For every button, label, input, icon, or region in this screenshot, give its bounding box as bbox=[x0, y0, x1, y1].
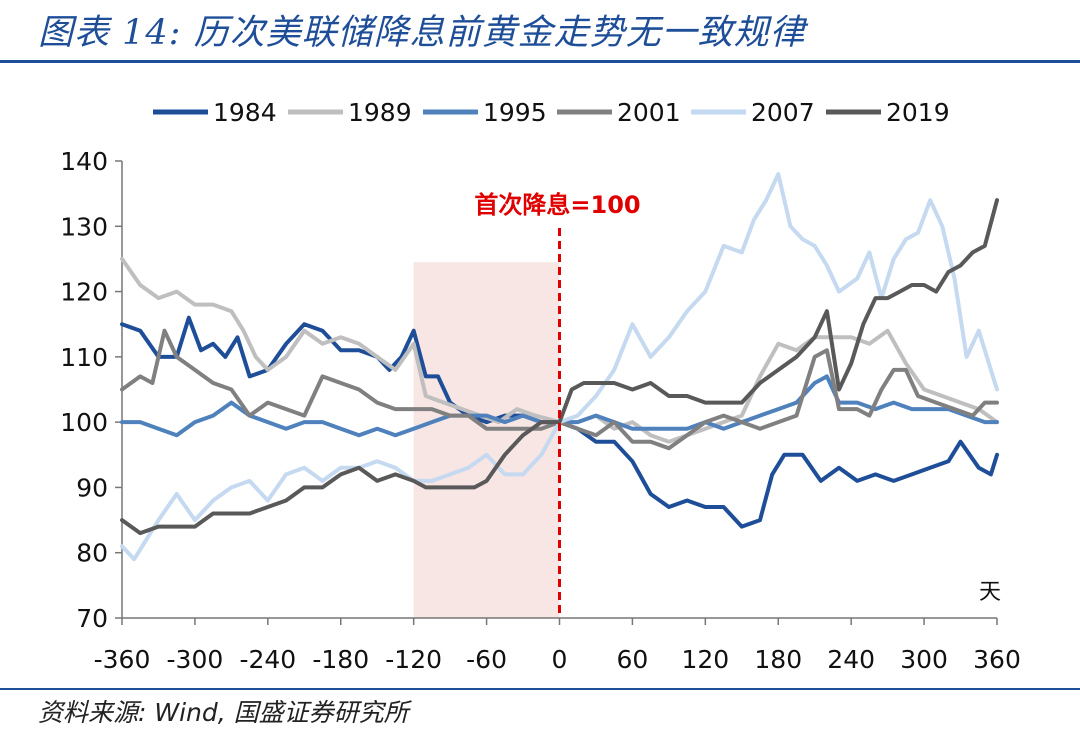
x-tick-label: 60 bbox=[617, 645, 649, 674]
y-tick-label: 110 bbox=[60, 343, 108, 372]
source-divider bbox=[0, 688, 1080, 690]
x-tick-label: -60 bbox=[466, 645, 507, 674]
y-tick-label: 140 bbox=[60, 147, 108, 176]
y-tick-label: 130 bbox=[60, 212, 108, 241]
y-tick-label: 120 bbox=[60, 278, 108, 307]
legend-label-1984: 1984 bbox=[213, 98, 277, 127]
legend-label-2001: 2001 bbox=[617, 98, 681, 127]
chart-title: 图表 14: 历次美联储降息前黄金走势无一致规律 bbox=[38, 13, 806, 53]
series-line-2019 bbox=[120, 198, 999, 536]
y-tick-label: 100 bbox=[60, 408, 108, 437]
x-tick-label: -240 bbox=[239, 645, 296, 674]
series-line-2001 bbox=[120, 328, 999, 451]
x-tick-label: 240 bbox=[827, 645, 875, 674]
x-tick-label: -300 bbox=[167, 645, 224, 674]
x-tick-label: 0 bbox=[552, 645, 568, 674]
x-axis-unit: 天 bbox=[979, 580, 1001, 605]
y-tick-label: 80 bbox=[76, 539, 108, 568]
x-tick-label: 120 bbox=[681, 645, 729, 674]
x-tick-label: 300 bbox=[900, 645, 948, 674]
legend-label-2007: 2007 bbox=[751, 98, 815, 127]
legend-label-2019: 2019 bbox=[886, 98, 950, 127]
first-cut-annotation: 首次降息=100 bbox=[474, 191, 640, 219]
legend-label-1995: 1995 bbox=[483, 98, 547, 127]
legend-label-1989: 1989 bbox=[348, 98, 412, 127]
title-divider bbox=[0, 60, 1080, 63]
source-note: 资料来源: Wind, 国盛证券研究所 bbox=[38, 698, 409, 727]
x-tick-label: -120 bbox=[385, 645, 442, 674]
x-tick-label: 180 bbox=[754, 645, 802, 674]
series-line-1989 bbox=[120, 256, 999, 444]
series-line-2007 bbox=[120, 172, 999, 562]
shaded-region bbox=[413, 262, 560, 618]
y-tick-label: 70 bbox=[76, 604, 108, 633]
x-tick-label: -180 bbox=[312, 645, 369, 674]
x-tick-label: 360 bbox=[973, 645, 1021, 674]
series-line-1995 bbox=[120, 374, 999, 438]
y-tick-label: 90 bbox=[76, 473, 108, 502]
line-chart: 70 80 90 100 110 120 130 140 -360 -300 -240 -180 -12… bbox=[60, 98, 1021, 674]
x-tick-label: -360 bbox=[94, 645, 151, 674]
